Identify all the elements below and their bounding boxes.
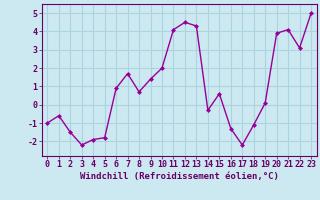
- X-axis label: Windchill (Refroidissement éolien,°C): Windchill (Refroidissement éolien,°C): [80, 172, 279, 181]
